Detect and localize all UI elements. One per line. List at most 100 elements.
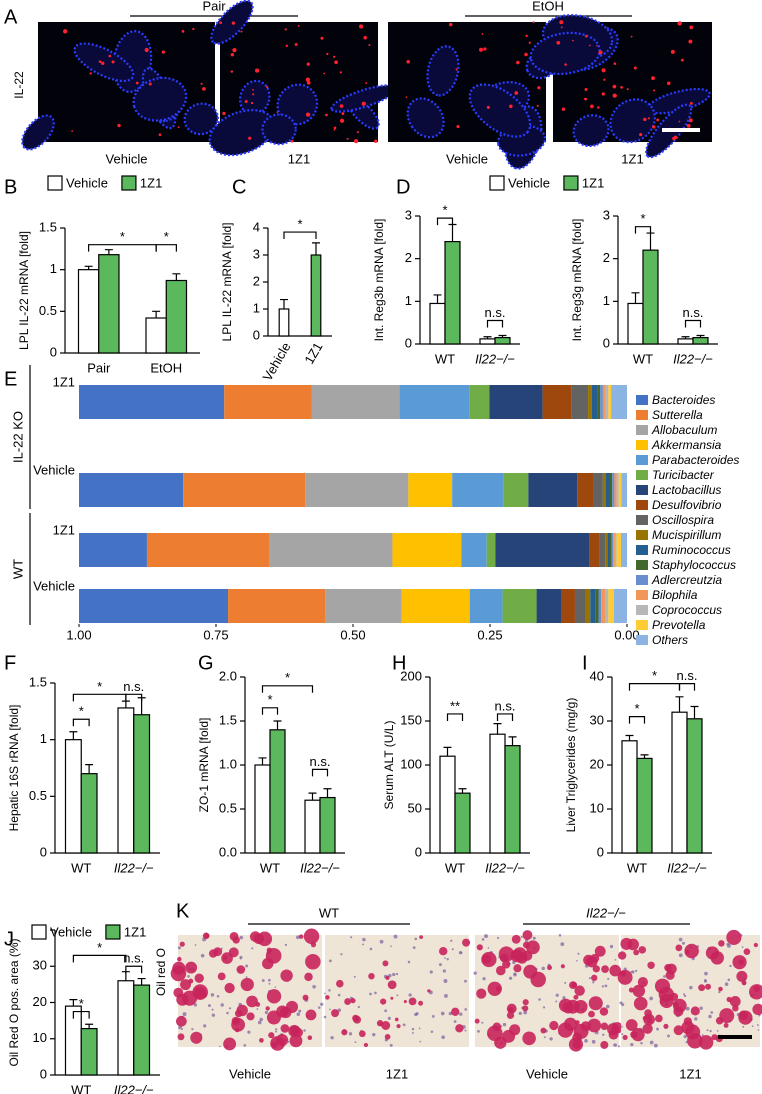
lipid-droplet — [224, 982, 235, 994]
lipid-droplet — [511, 934, 521, 944]
panel-letter: C — [232, 176, 246, 198]
purple-speck — [411, 1031, 414, 1034]
lipid-droplet — [666, 963, 677, 975]
y-axis-label: Liver Triglycerides (mg/g) — [564, 698, 578, 833]
stacked-segment — [392, 533, 462, 567]
red-signal — [62, 29, 68, 34]
purple-speck — [607, 977, 610, 981]
purple-speck — [523, 1010, 528, 1015]
bar — [304, 799, 321, 854]
significance-label: * — [97, 679, 102, 694]
red-signal — [325, 113, 328, 117]
purple-speck — [576, 959, 578, 962]
legend-swatch — [636, 545, 648, 555]
red-signal — [613, 62, 617, 66]
purple-speck — [555, 1000, 558, 1003]
purple-speck — [617, 1045, 621, 1048]
lipid-droplet — [698, 1035, 714, 1050]
lipid-droplet — [266, 1010, 281, 1025]
purple-speck — [396, 994, 399, 997]
red-signal — [232, 48, 237, 53]
red-signal — [255, 68, 260, 73]
bar — [64, 739, 82, 854]
lipid-droplet — [608, 1029, 619, 1040]
x-tick-label: 0.50 — [340, 627, 365, 642]
lipid-droplet — [655, 1014, 663, 1023]
purple-speck — [177, 946, 181, 950]
legend-swatch — [636, 500, 648, 510]
significance-label: n.s. — [123, 951, 144, 966]
lipid-droplet — [270, 1041, 278, 1049]
purple-speck — [653, 1043, 658, 1048]
error-bar — [69, 731, 78, 740]
panel-letter: D — [396, 176, 410, 198]
lipid-droplet — [719, 1008, 735, 1024]
stacked-segment — [408, 473, 453, 507]
red-signal — [252, 93, 255, 96]
legend-label: Desulfovibrio — [652, 498, 722, 512]
purple-speck — [694, 1017, 698, 1021]
legend-swatch — [636, 485, 648, 495]
red-signal — [368, 44, 371, 47]
y-tick-label: 4 — [253, 219, 260, 234]
purple-speck — [649, 996, 653, 1001]
stacked-segment — [613, 589, 627, 623]
red-signal — [200, 82, 203, 85]
micrograph — [323, 934, 471, 1048]
lipid-droplet — [743, 948, 751, 956]
stacked-segment — [610, 473, 613, 507]
bar — [479, 338, 496, 345]
purple-speck — [369, 992, 372, 996]
purple-speck — [226, 1011, 229, 1015]
significance-label: n.s. — [485, 305, 506, 320]
purple-speck — [337, 993, 341, 997]
purple-speck — [408, 993, 412, 997]
row-label: Vehicle — [33, 578, 75, 593]
purple-speck — [392, 972, 396, 977]
significance-label: * — [79, 996, 84, 1011]
purple-speck — [729, 964, 732, 968]
y-tick-label: 1.5 — [39, 219, 57, 234]
lipid-droplet — [547, 965, 552, 971]
error-bar — [433, 294, 442, 304]
lipid-droplet — [303, 928, 320, 944]
lipid-droplet — [549, 1020, 559, 1031]
purple-speck — [584, 1039, 588, 1043]
purple-speck — [706, 1029, 709, 1032]
lipid-droplet — [583, 954, 594, 966]
error-bar — [69, 999, 78, 1007]
lipid-droplet — [268, 1032, 275, 1039]
purple-speck — [630, 1043, 634, 1047]
lipid-droplet — [304, 972, 313, 982]
row-label: 1Z1 — [53, 522, 75, 537]
lipid-droplet — [557, 1022, 574, 1038]
purple-speck — [275, 1028, 278, 1031]
stacked-segment — [598, 589, 602, 623]
red-signal — [219, 21, 223, 25]
purple-speck — [442, 969, 446, 973]
bar — [80, 773, 98, 854]
lipid-droplet — [718, 940, 725, 947]
stacked-segment — [269, 533, 393, 567]
red-signal — [266, 85, 269, 89]
lipid-droplet — [390, 996, 394, 1000]
legend-label: Others — [652, 633, 688, 647]
significance-label: n.s. — [495, 698, 516, 713]
purple-speck — [220, 1003, 224, 1007]
panel-letter: B — [4, 176, 17, 198]
lipid-droplet — [594, 945, 606, 957]
y-tick-label: 2 — [603, 250, 610, 265]
bar — [627, 302, 644, 345]
purple-speck — [414, 937, 418, 941]
purple-speck — [649, 1040, 654, 1045]
panel-letter: H — [392, 652, 406, 674]
legend-swatch — [563, 175, 579, 191]
purple-speck — [577, 952, 580, 955]
purple-speck — [372, 1032, 376, 1037]
stacked-segment — [605, 533, 608, 567]
error-bar — [443, 746, 452, 757]
red-signal — [666, 81, 671, 86]
red-signal — [601, 92, 605, 96]
y-tick-label: 2 — [253, 273, 260, 288]
x-tick-label: Il22−/− — [673, 351, 713, 366]
